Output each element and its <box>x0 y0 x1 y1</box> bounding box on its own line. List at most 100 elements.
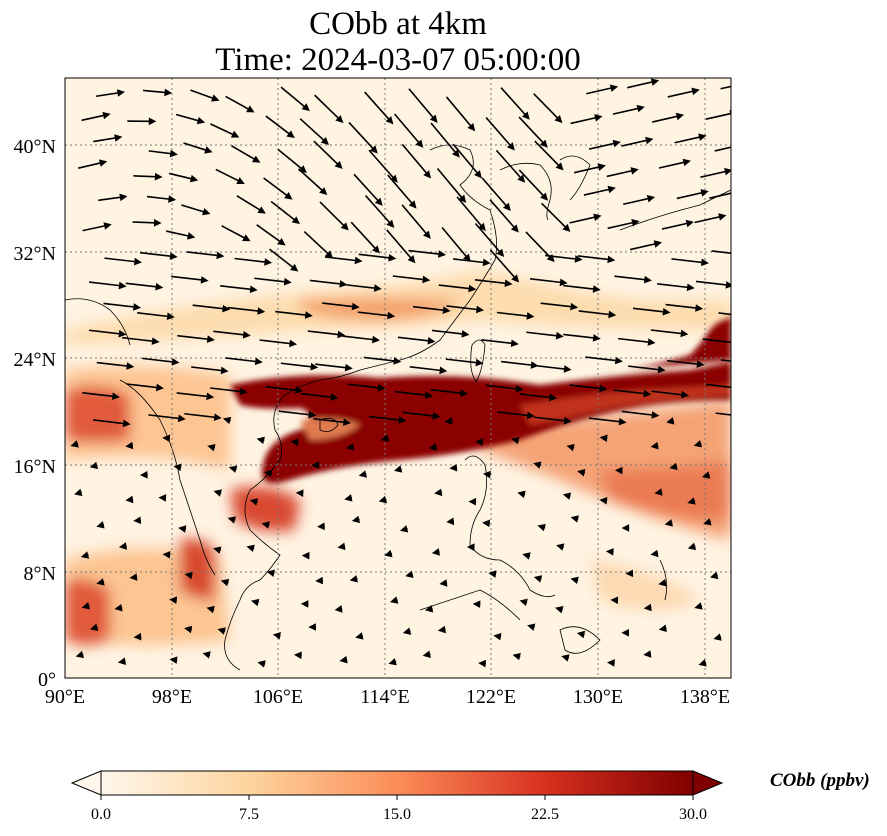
concentration-field <box>65 270 731 645</box>
wind-arrow-shaft <box>533 93 560 121</box>
wind-arrow-head <box>118 281 127 290</box>
wind-arrow-head <box>460 389 469 397</box>
wind-arrow-shaft <box>709 192 731 199</box>
wind-arrow-shaft <box>544 254 579 261</box>
wind-arrow-head <box>693 440 703 448</box>
wind-arrow-head <box>344 363 353 372</box>
wind-arrow-head <box>334 605 343 613</box>
wind-arrow-head <box>133 516 142 525</box>
wind-arrow-shaft <box>358 253 392 259</box>
wind-arrow-head <box>559 278 568 287</box>
wind-arrow-shaft <box>489 199 517 230</box>
wind-arrow-head <box>742 251 748 257</box>
wind-arrow-head <box>555 331 564 340</box>
wind-arrow-head <box>493 632 502 641</box>
wind-arrow-head <box>698 133 707 141</box>
wind-arrow-shaft <box>453 258 487 264</box>
wind-arrow-head <box>527 623 536 631</box>
wind-arrow-head <box>666 417 675 425</box>
wind-arrow-head <box>207 443 216 452</box>
wind-arrow-head <box>300 600 309 608</box>
wind-arrow-head <box>213 546 222 554</box>
wind-arrow-head <box>687 497 696 505</box>
wind-arrow-shaft <box>481 338 515 345</box>
wind-arrow-shaft <box>408 249 442 256</box>
wind-arrow-head <box>515 384 524 393</box>
wind-arrow-head <box>724 167 731 176</box>
wind-arrow-head <box>228 465 238 473</box>
wind-arrow-shaft <box>485 384 519 390</box>
wind-arrow-head <box>166 312 175 321</box>
wind-arrow-head <box>89 623 99 632</box>
wind-arrow-shaft <box>192 304 226 310</box>
wind-arrow-head <box>125 495 134 504</box>
wind-arrow-head <box>533 461 542 469</box>
wind-arrow-shaft <box>657 283 691 289</box>
wind-arrow-shaft <box>171 275 205 281</box>
wind-arrow-head <box>389 174 398 183</box>
wind-arrow-head <box>478 222 486 232</box>
wind-arrow-head <box>369 145 378 154</box>
wind-arrow-head <box>169 656 178 664</box>
wind-arrow-head <box>189 174 199 183</box>
wind-arrow-head <box>749 313 755 319</box>
wind-arrow-shaft <box>213 330 247 336</box>
wind-arrow-head <box>388 253 397 262</box>
wind-arrow-head <box>472 600 481 609</box>
wind-arrow-shaft <box>519 393 553 399</box>
wind-arrow-shaft <box>225 357 259 363</box>
wind-arrow-head <box>114 603 123 612</box>
wind-arrow-head <box>355 632 364 640</box>
wind-arrow-head <box>574 255 583 263</box>
wind-arrow-head <box>461 330 470 338</box>
wind-arrow-head <box>614 356 623 365</box>
wind-arrow-head <box>570 515 579 523</box>
wind-arrow-head <box>607 185 616 194</box>
wind-arrow-head <box>393 357 402 365</box>
wind-arrow-head <box>169 149 178 158</box>
wind-arrow-head <box>696 360 705 368</box>
wind-arrow-shaft <box>720 359 731 362</box>
wind-arrow-head <box>496 248 505 257</box>
wind-arrow-head <box>698 659 707 667</box>
wind-arrow-shaft <box>392 275 426 281</box>
wind-arrow-head <box>407 255 416 264</box>
wind-arrow-head <box>422 650 431 659</box>
wind-arrow-shaft <box>280 362 314 368</box>
wind-arrow-shaft <box>583 188 612 196</box>
wind-arrow-shaft <box>387 174 415 206</box>
wind-arrow-head <box>81 602 91 610</box>
wind-arrow-head <box>286 130 295 139</box>
wind-arrow-shaft <box>671 258 705 264</box>
x-tick-label: 98°E <box>151 686 193 708</box>
wind-arrow-shaft <box>445 96 473 129</box>
wind-arrow-head <box>405 570 414 579</box>
wind-arrow-shaft <box>221 225 247 240</box>
wind-arrow-shaft <box>347 383 382 389</box>
wind-arrow-shaft <box>364 91 391 122</box>
wind-arrow-shaft <box>629 242 658 251</box>
wind-arrow-shaft <box>397 336 431 342</box>
wind-arrow-head <box>599 496 608 505</box>
wind-arrow-head <box>202 208 211 216</box>
wind-arrow-head <box>374 197 383 206</box>
colorbar-tick-label: 15.0 <box>383 806 411 823</box>
wind-arrow-head <box>687 542 697 551</box>
wind-arrow-head <box>239 387 248 396</box>
x-tick-label: 130°E <box>572 686 624 708</box>
wind-arrow-head <box>178 525 187 533</box>
wind-vectors <box>70 78 755 668</box>
x-tick-label: 90°E <box>44 686 86 708</box>
wind-arrow-shaft <box>481 177 509 208</box>
wind-arrow-head <box>539 139 548 148</box>
wind-arrow-shaft <box>263 177 290 198</box>
wind-arrow-shaft <box>632 307 666 313</box>
wind-arrow-head <box>301 551 310 560</box>
wind-arrow-shaft <box>368 149 396 180</box>
wind-arrow-shaft <box>541 202 568 230</box>
wind-arrow-head <box>290 438 299 446</box>
wind-arrow-head <box>570 302 579 311</box>
wind-arrow-head <box>517 174 526 183</box>
wind-arrow-head <box>576 630 586 639</box>
wind-arrow-head <box>177 414 186 423</box>
